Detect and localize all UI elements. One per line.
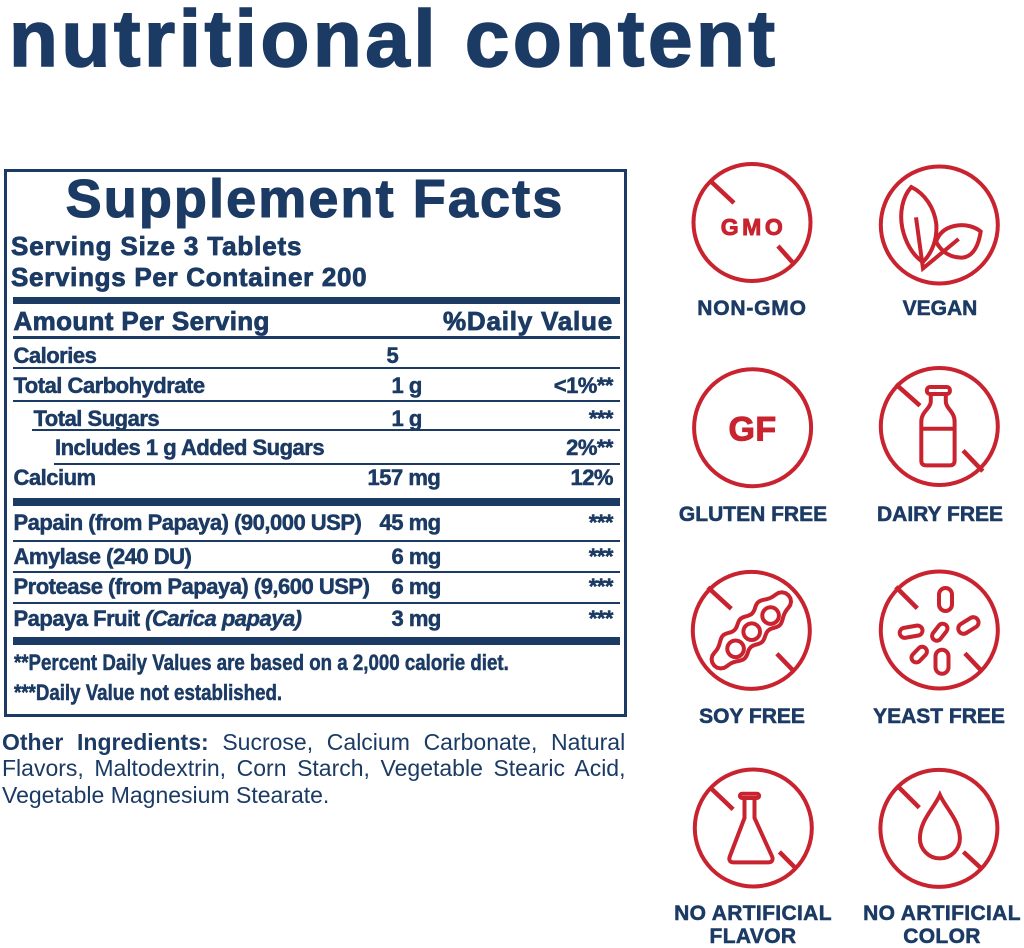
svg-text:GMO: GMO: [721, 214, 786, 240]
svg-text:GF: GF: [728, 411, 776, 449]
